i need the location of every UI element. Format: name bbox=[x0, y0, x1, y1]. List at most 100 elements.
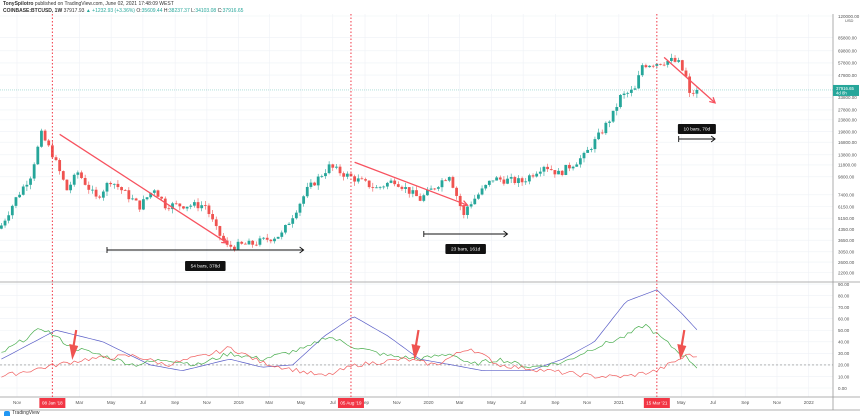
candle-body bbox=[575, 164, 579, 167]
candle-body bbox=[385, 182, 389, 187]
time-tick-label: Nov bbox=[13, 400, 22, 405]
candle-body bbox=[356, 178, 360, 182]
candle-body bbox=[218, 226, 222, 236]
candle-body bbox=[25, 184, 29, 187]
time-tick-label: Sep bbox=[741, 400, 750, 405]
candle-body bbox=[280, 232, 284, 237]
low-value: 34103.08 bbox=[195, 8, 217, 14]
candle-body bbox=[578, 158, 582, 165]
candle-body bbox=[127, 190, 131, 200]
candle-body bbox=[477, 194, 480, 199]
candle-body bbox=[123, 190, 127, 191]
candle-body bbox=[688, 76, 692, 93]
date-range-label-box bbox=[185, 261, 226, 271]
candle-body bbox=[101, 191, 105, 198]
last-price-tag-value: 37916.65 bbox=[836, 86, 855, 91]
candle-body bbox=[229, 244, 233, 247]
brand-name: TradingView bbox=[12, 410, 40, 416]
price-tick-label: 4350.00 bbox=[838, 227, 855, 232]
candle-body bbox=[160, 196, 164, 199]
candle-body bbox=[571, 166, 575, 169]
price-tick-label: 9800.00 bbox=[838, 175, 855, 180]
candle-body bbox=[568, 164, 571, 169]
date-range-label: 23 bars, 161d bbox=[451, 247, 481, 253]
candle-body bbox=[273, 238, 276, 242]
price-tick-label: 16800.00 bbox=[838, 140, 857, 145]
candle-body bbox=[546, 166, 549, 170]
candle-body bbox=[152, 190, 156, 193]
candle-body bbox=[608, 121, 611, 123]
candle-body bbox=[619, 94, 622, 108]
candle-body bbox=[196, 202, 200, 209]
candle-body bbox=[407, 187, 411, 194]
candle-body bbox=[651, 65, 655, 67]
arrow-down-icon bbox=[411, 344, 421, 360]
price-tick-label: 2200.00 bbox=[838, 271, 855, 276]
candle-body bbox=[466, 206, 469, 215]
candle-body bbox=[513, 177, 517, 184]
time-tick-label: May bbox=[297, 400, 306, 405]
symbol[interactable]: COINBASE:BTCUSD, 1W bbox=[3, 8, 63, 14]
candle-body bbox=[69, 184, 72, 191]
candle-body bbox=[134, 198, 138, 201]
candle-body bbox=[131, 198, 134, 200]
indicator-tick-label: 10.00 bbox=[838, 374, 850, 379]
candle-body bbox=[200, 205, 204, 209]
candle-body bbox=[480, 188, 484, 195]
candle-body bbox=[691, 92, 695, 94]
open-value: 35609.44 bbox=[141, 8, 163, 14]
arrow-down-icon bbox=[69, 344, 79, 360]
time-tick-label: Nov bbox=[203, 400, 212, 405]
candle-body bbox=[94, 189, 98, 197]
time-tick-label: Nov bbox=[773, 400, 782, 405]
candle-body bbox=[58, 160, 62, 172]
candle-body bbox=[371, 187, 375, 188]
arrow-head-icon bbox=[709, 97, 717, 104]
candle-body bbox=[527, 175, 531, 182]
candle-body bbox=[189, 205, 193, 207]
candle-body bbox=[240, 241, 244, 244]
candle-body bbox=[40, 130, 43, 147]
candle-body bbox=[684, 70, 688, 77]
candle-body bbox=[262, 237, 265, 239]
plot-background bbox=[0, 14, 860, 410]
candle-body bbox=[98, 196, 102, 198]
tradingview-logo-icon bbox=[4, 410, 10, 416]
symbol-legend: COINBASE:BTCUSD, 1W 37917.93 ▲ +1232.93 … bbox=[3, 8, 243, 14]
candle-body bbox=[353, 176, 357, 182]
candle-body bbox=[211, 214, 214, 220]
candle-body bbox=[349, 173, 353, 177]
candle-body bbox=[491, 180, 495, 182]
candle-body bbox=[338, 166, 342, 174]
candle-body bbox=[65, 179, 69, 191]
price-tick-label: 5150.00 bbox=[838, 216, 855, 221]
candle-body bbox=[524, 181, 528, 183]
candle-body bbox=[236, 241, 240, 250]
event-marker-label: 05 Aug '19 bbox=[340, 401, 362, 406]
candle-body bbox=[47, 140, 51, 146]
candle-body bbox=[287, 223, 291, 225]
candle-body bbox=[142, 199, 145, 210]
candle-body bbox=[604, 122, 608, 134]
price-tick-label: 6150.00 bbox=[838, 205, 855, 210]
time-tick-label: Nov bbox=[393, 400, 402, 405]
candle-body bbox=[433, 188, 437, 190]
candle-body bbox=[495, 177, 499, 181]
author: TonySpilotro bbox=[3, 1, 34, 7]
candle-body bbox=[334, 166, 338, 168]
candle-body bbox=[375, 187, 378, 189]
trend-arrow bbox=[663, 56, 716, 104]
candle-body bbox=[258, 238, 262, 245]
candle-body bbox=[345, 173, 349, 177]
candle-body bbox=[564, 164, 568, 175]
candle-body bbox=[469, 204, 473, 207]
candle-body bbox=[611, 110, 615, 122]
currency-label: USD bbox=[845, 18, 854, 23]
candle-body bbox=[112, 183, 116, 185]
candle-body bbox=[21, 186, 25, 195]
time-tick-label: 2020 bbox=[423, 400, 434, 405]
indicator-tick-label: 50.00 bbox=[838, 328, 850, 333]
time-tick-label: Mar bbox=[265, 400, 273, 405]
candle-body bbox=[360, 178, 364, 180]
